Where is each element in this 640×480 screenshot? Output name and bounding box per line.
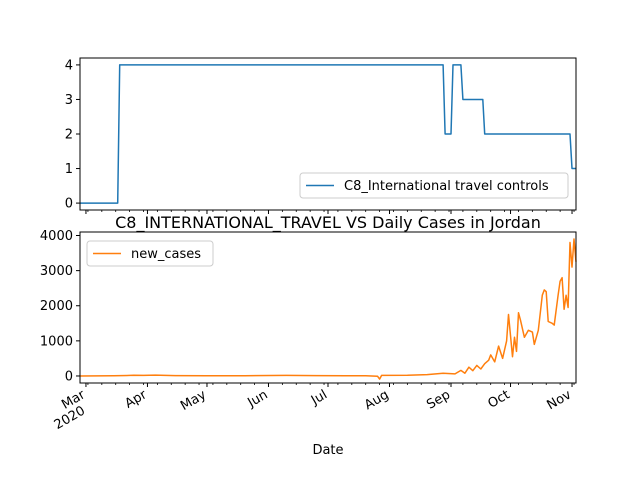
top-x-ticks [85, 210, 575, 214]
top-legend: C8_International travel controls [299, 172, 569, 199]
top-chart: 0 1 2 3 4 C8_International travel controls [65, 57, 577, 214]
top-y-tick-label: 1 [65, 162, 73, 177]
top-y-tick-label: 2 [65, 128, 73, 143]
bottom-y-tick-label: 0 [65, 369, 73, 384]
top-plot-lines [80, 64, 576, 204]
bottom-y-tick-label: 4000 [40, 229, 73, 244]
top-y-tick-label: 3 [65, 93, 73, 108]
bottom-y-tick-label: 1000 [40, 334, 73, 349]
bottom-legend: new_cases [86, 240, 214, 267]
top-legend-box [299, 172, 569, 199]
top-series-line-0 [80, 64, 576, 204]
bottom-legend-box [86, 240, 214, 267]
top-y-ticks: 0 1 2 3 4 [65, 58, 80, 212]
bottom-legend-label: new_cases [131, 247, 201, 262]
top-legend-label: C8_International travel controls [344, 179, 549, 194]
bottom-y-tick-label: 2000 [40, 299, 73, 314]
top-y-tick-label: 0 [65, 197, 73, 212]
x-axis-label: Date [312, 443, 343, 458]
bottom-series-line-0 [79, 238, 577, 380]
bottom-y-tick-label: 3000 [40, 264, 73, 279]
bottom-chart-title: C8_INTERNATIONAL_TRAVEL VS Daily Cases i… [115, 213, 541, 233]
bottom-plot-lines [79, 238, 577, 380]
top-y-tick-label: 4 [65, 58, 73, 73]
x-tick-label: Jul [308, 387, 330, 408]
bottom-y-ticks: 0 1000 2000 3000 4000 [40, 229, 80, 384]
